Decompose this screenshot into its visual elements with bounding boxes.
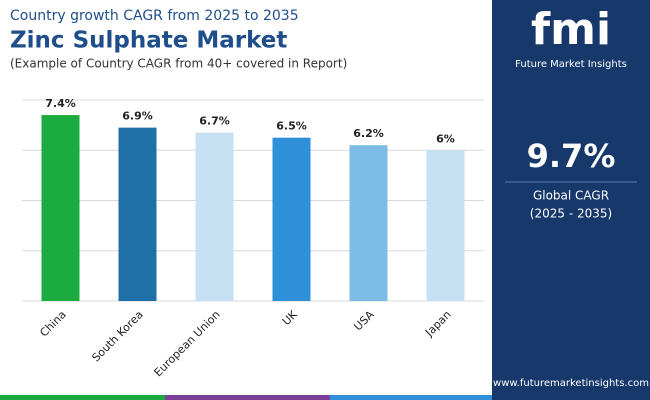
chart-title: Zinc Sulphate Market: [10, 28, 287, 54]
cagr-value: 9.7%: [527, 137, 616, 175]
cagr-period: (2025 - 2035): [530, 207, 612, 221]
logo: fmi: [531, 4, 611, 55]
stripe: [165, 395, 330, 400]
value-label: 7.4%: [45, 97, 76, 110]
value-label: 6.2%: [353, 127, 384, 140]
cagr-label: Global CAGR: [533, 189, 609, 203]
bar: [195, 132, 234, 301]
chart-supertitle: Country growth CAGR from 2025 to 2035: [10, 8, 299, 24]
value-label: 6.9%: [122, 110, 153, 123]
stripe: [330, 395, 492, 400]
bar: [272, 137, 311, 301]
bar: [426, 150, 465, 301]
stripe: [0, 395, 165, 400]
bar: [349, 145, 388, 301]
value-label: 6.5%: [276, 120, 307, 133]
brand: Future Market Insights: [515, 59, 627, 70]
bar: [118, 127, 157, 301]
value-label: 6.7%: [199, 115, 230, 128]
chart-subtitle: (Example of Country CAGR from 40+ covere…: [10, 57, 347, 71]
stripe: [492, 395, 650, 400]
value-label: 6%: [436, 132, 455, 145]
website: www.futuremarketinsights.com: [493, 378, 649, 389]
bar: [41, 115, 80, 301]
sidebar: [492, 0, 650, 395]
